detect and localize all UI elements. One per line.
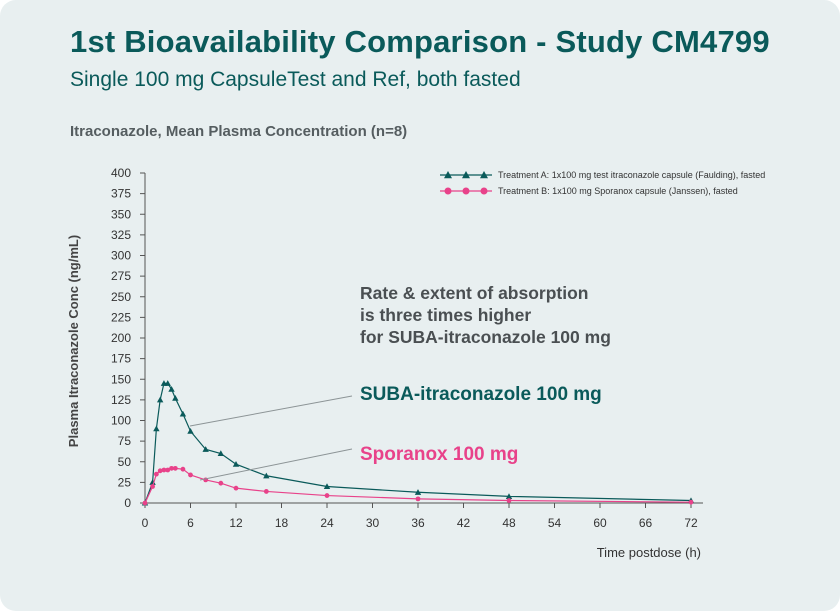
data-point-b: [188, 473, 193, 478]
y-tick-label: 325: [111, 228, 131, 242]
x-tick-label: 30: [366, 516, 380, 530]
y-tick-label: 250: [111, 290, 131, 304]
chart-legend: Treatment A: 1x100 mg test itraconazole …: [440, 170, 765, 196]
y-tick-label: 350: [111, 207, 131, 221]
y-tick-label: 50: [118, 455, 132, 469]
data-point-b: [218, 481, 223, 486]
data-point-a: [233, 461, 239, 467]
x-axis-label: Time postdose (h): [597, 545, 701, 560]
data-point-b: [416, 496, 421, 501]
data-point-b: [234, 486, 239, 491]
y-tick-label: 25: [118, 475, 132, 489]
x-tick-label: 24: [320, 516, 334, 530]
y-tick-label: 300: [111, 249, 131, 263]
data-point-b: [689, 500, 694, 505]
x-tick-label: 36: [411, 516, 425, 530]
x-tick-label: 6: [187, 516, 194, 530]
series-b-leader-line: [200, 449, 352, 480]
x-tick-label: 42: [457, 516, 471, 530]
data-point-b: [143, 501, 148, 506]
data-point-b: [181, 467, 186, 472]
y-tick-label: 100: [111, 414, 131, 428]
y-axis-label: Plasma Itraconazole Conc (ng/mL): [66, 235, 81, 447]
x-tick-label: 48: [502, 516, 516, 530]
series-a-leader-line: [190, 396, 352, 426]
legend-label: Treatment B: 1x100 mg Sporanox capsule (…: [498, 186, 738, 196]
data-point-a: [153, 426, 159, 432]
y-tick-label: 275: [111, 269, 131, 283]
data-point-a: [157, 397, 163, 403]
annotation-text-line: is three times higher: [360, 305, 531, 325]
concentration-chart: Time postdose (h) Plasma Itraconazole Con…: [0, 0, 840, 611]
x-tick-label: 60: [593, 516, 607, 530]
data-point-b: [507, 498, 512, 503]
y-tick-label: 200: [111, 331, 131, 345]
legend-marker: [481, 188, 488, 195]
data-point-b: [325, 493, 330, 498]
y-tick-label: 175: [111, 352, 131, 366]
y-tick-label: 375: [111, 187, 131, 201]
x-tick-label: 72: [684, 516, 698, 530]
y-tick-label: 400: [111, 166, 131, 180]
x-tick-label: 0: [142, 516, 149, 530]
annotation-text-line: Rate & extent of absorption: [360, 283, 589, 303]
legend-marker: [445, 188, 452, 195]
x-tick-label: 66: [639, 516, 653, 530]
series-a-callout: SUBA-itraconazole 100 mg: [360, 384, 602, 405]
data-point-a: [187, 428, 193, 434]
data-point-b: [150, 484, 155, 489]
data-point-b: [173, 466, 178, 471]
data-point-b: [264, 489, 269, 494]
data-point-a: [180, 411, 186, 417]
x-tick-label: 12: [229, 516, 243, 530]
y-tick-label: 75: [118, 434, 132, 448]
series-b-callout: Sporanox 100 mg: [360, 444, 518, 465]
y-tick-label: 225: [111, 310, 131, 324]
y-tick-label: 125: [111, 393, 131, 407]
y-tick-label: 150: [111, 372, 131, 386]
data-point-b: [154, 472, 159, 477]
x-tick-label: 18: [275, 516, 289, 530]
x-tick-label: 54: [548, 516, 562, 530]
y-tick-label: 0: [124, 496, 131, 510]
legend-label: Treatment A: 1x100 mg test itraconazole …: [498, 170, 765, 180]
legend-marker: [463, 188, 470, 195]
data-point-a: [172, 395, 178, 401]
chart-ticks: 0255075100125150175200225250275300325350…: [111, 166, 698, 530]
annotation-text-line: for SUBA-itraconazole 100 mg: [360, 327, 611, 347]
